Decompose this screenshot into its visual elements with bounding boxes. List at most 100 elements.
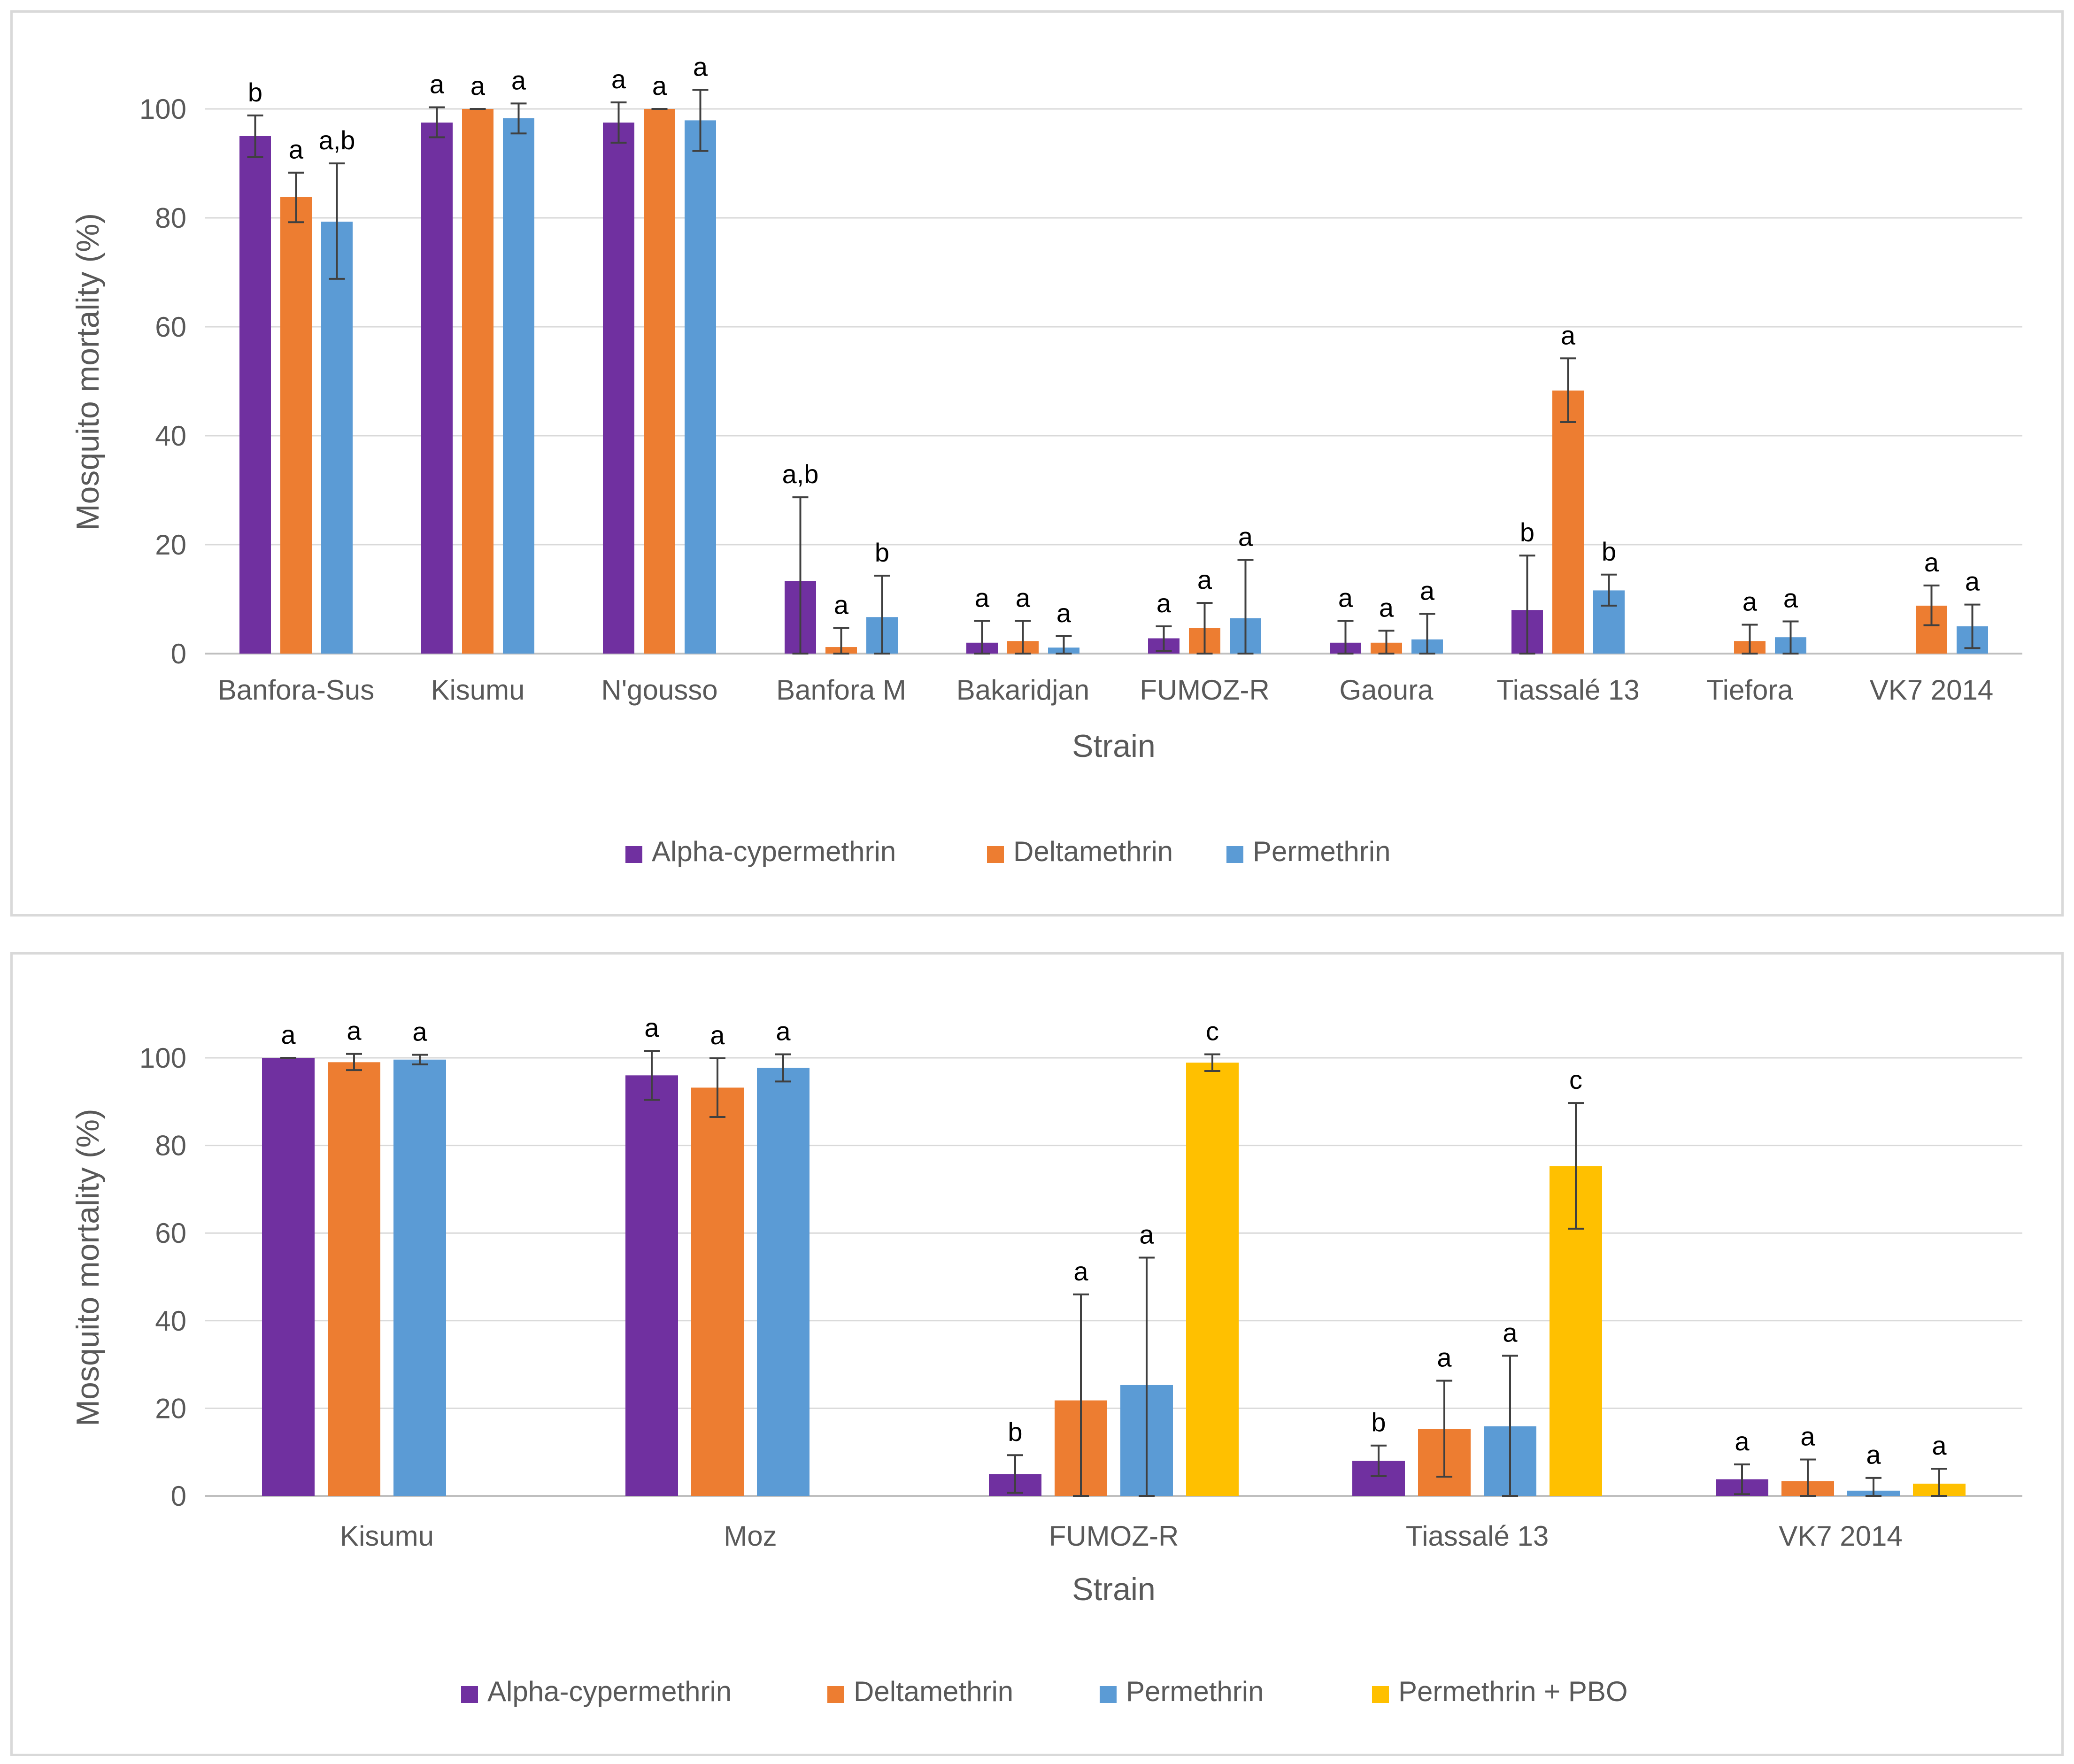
- bottom-bar: [393, 1059, 446, 1496]
- top-x-tick-label: N'gousso: [601, 674, 717, 706]
- bottom-legend-label: Permethrin + PBO: [1398, 1676, 1628, 1707]
- top-significance-letter: a: [1924, 547, 1939, 577]
- bottom-y-tick-label: 100: [139, 1042, 186, 1074]
- bottom-legend: Alpha-cypermethrin Deltamethrin Permethrin…: [461, 1676, 1628, 1707]
- top-significance-letter: a: [1056, 598, 1072, 628]
- top-x-axis-title: Strain: [1072, 728, 1156, 764]
- bottom-error-bar: [644, 1050, 660, 1101]
- top-y-tick-label: 0: [171, 638, 186, 670]
- top-error-bar: [1560, 357, 1576, 423]
- bottom-significance-letter: a: [776, 1017, 791, 1046]
- bottom-legend-swatch: [461, 1686, 478, 1703]
- top-error-bar: [1196, 602, 1213, 655]
- bottom-bar: [262, 1058, 315, 1496]
- top-significance-letter: b: [248, 77, 262, 107]
- top-error-bar: [692, 89, 709, 152]
- bottom-error-bar: [1007, 1454, 1023, 1494]
- top-error-bar: [1156, 625, 1172, 652]
- bottom-x-tick-label: Kisumu: [340, 1520, 434, 1552]
- bottom-error-bar: [1866, 1477, 1881, 1497]
- bottom-error-bar: [775, 1053, 791, 1083]
- top-legend-swatch: [1226, 846, 1243, 863]
- bottom-y-tick-label: 20: [155, 1393, 186, 1424]
- top-significance-letter: a: [834, 590, 849, 619]
- bottom-gridlines: [205, 1057, 2022, 1497]
- top-x-tick-label: Banfora-Sus: [218, 674, 375, 706]
- top-significance-letter: a: [1742, 587, 1758, 616]
- top-x-tick-label: Tiefora: [1706, 674, 1793, 706]
- bottom-error-bar: [1734, 1463, 1750, 1495]
- top-bar: [239, 136, 271, 654]
- top-significance-letter: a: [430, 69, 445, 99]
- top-significance-letter: a: [975, 583, 990, 612]
- top-bar: [421, 123, 453, 654]
- top-error-bar: [1015, 620, 1031, 655]
- bottom-significance-letter: a: [281, 1020, 296, 1049]
- bottom-legend-swatch: [1100, 1686, 1117, 1703]
- top-error-bar: [1419, 613, 1435, 655]
- bottom-bar: [328, 1062, 380, 1496]
- top-bar: [644, 109, 675, 654]
- top-error-bar: [833, 627, 849, 655]
- bottom-error-bar: [346, 1053, 362, 1071]
- bottom-y-tick-label: 0: [171, 1480, 186, 1512]
- top-bar: [603, 123, 634, 654]
- top-legend-swatch: [625, 846, 642, 863]
- top-bar: [685, 120, 716, 654]
- bottom-significance-letter: a: [1437, 1343, 1452, 1372]
- top-error-bar: [329, 162, 345, 280]
- top-error-bar: [429, 106, 445, 139]
- bottom-legend-label: Permethrin: [1126, 1676, 1264, 1707]
- bottom-bar: [1186, 1063, 1239, 1496]
- top-x-tick-label: Kisumu: [431, 674, 524, 706]
- bottom-error-bar: [412, 1054, 428, 1065]
- bottom-error-bar: [1800, 1458, 1816, 1497]
- bottom-error-bar: [1931, 1468, 1947, 1497]
- top-error-bar: [247, 114, 263, 158]
- top-error-bar: [1923, 585, 1940, 626]
- top-significance-letter: b: [875, 538, 889, 567]
- top-significance-letter: a: [693, 52, 708, 81]
- top-significance-letter: a: [652, 71, 667, 100]
- bottom-y-tick-label: 40: [155, 1305, 186, 1337]
- top-legend-label: Deltamethrin: [1013, 836, 1173, 867]
- top-error-bar: [1601, 573, 1617, 607]
- bottom-legend-swatch: [1372, 1686, 1389, 1703]
- top-x-tick-label: Gaoura: [1339, 674, 1434, 706]
- bottom-y-tick-label: 60: [155, 1217, 186, 1249]
- top-y-tick-label: 100: [139, 93, 186, 125]
- bottom-significance-letter: c: [1206, 1017, 1219, 1046]
- top-significance-letter: a: [1197, 565, 1212, 594]
- top-significance-letter: a: [1561, 320, 1576, 350]
- top-significance-letter: a: [511, 65, 526, 95]
- bottom-error-bar: [1139, 1256, 1155, 1497]
- bottom-legend-label: Alpha-cypermethrin: [487, 1676, 732, 1707]
- top-significance-letter: b: [1602, 537, 1616, 566]
- bottom-bar: [625, 1075, 678, 1496]
- top-x-tick-label: Banfora M: [776, 674, 906, 706]
- top-y-axis-title: Mosquito mortality (%): [70, 213, 106, 531]
- top-bar: [280, 197, 312, 654]
- top-error-bar: [510, 102, 527, 135]
- top-significance-letter: a: [611, 64, 626, 94]
- bottom-significance-letter: a: [1800, 1422, 1815, 1451]
- top-significance-letter: a: [1965, 567, 1980, 596]
- top-legend: Alpha-cypermethrin Deltamethrin Permethrin: [625, 836, 1390, 867]
- bottom-x-tick-label: Tiassalé 13: [1406, 1520, 1549, 1552]
- bottom-significance-letter: a: [1073, 1256, 1088, 1286]
- bottom-x-tick-label: FUMOZ-R: [1049, 1520, 1179, 1552]
- top-x-tick-label: Tiassalé 13: [1496, 674, 1640, 706]
- top-x-tick-label: Bakaridjan: [956, 674, 1090, 706]
- bottom-error-bar: [1502, 1355, 1518, 1497]
- top-error-bar: [974, 620, 990, 655]
- bottom-error-bar: [709, 1057, 725, 1118]
- top-y-tick-label: 60: [155, 311, 186, 343]
- top-error-bar: [1782, 620, 1799, 655]
- top-x-tick-label: VK7 2014: [1870, 674, 1994, 706]
- bottom-significance-letter: c: [1569, 1065, 1582, 1094]
- top-legend-label: Alpha-cypermethrin: [652, 836, 896, 867]
- top-error-bar: [1056, 635, 1072, 655]
- top-significance-letter: a,b: [319, 125, 355, 155]
- bottom-bar: [757, 1068, 810, 1496]
- top-y-tick-label: 80: [155, 202, 186, 234]
